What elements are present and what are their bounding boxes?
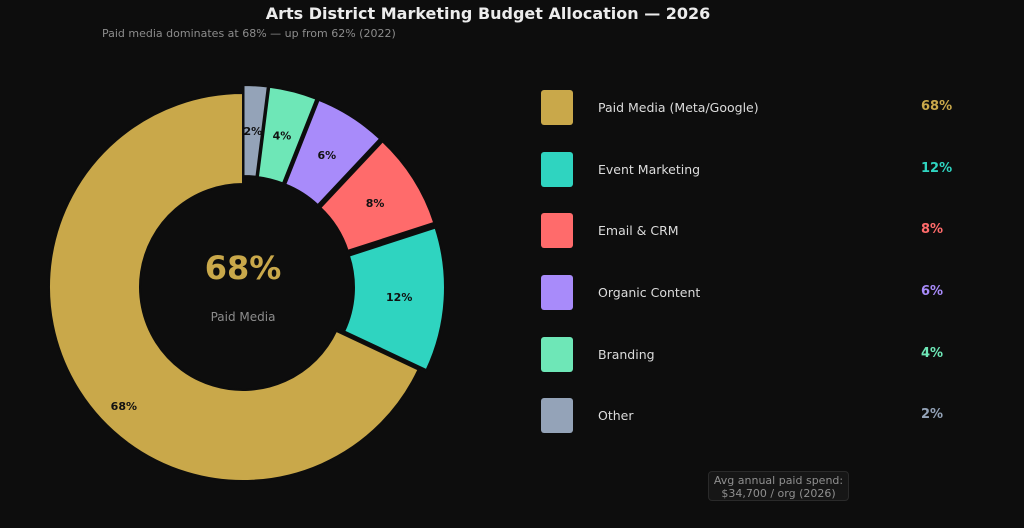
center-label: Paid Media	[211, 310, 276, 324]
legend-label: Event Marketing	[598, 162, 701, 177]
legend-item-event-marketing: Event Marketing 12%	[541, 151, 961, 189]
legend-label: Other	[598, 408, 634, 423]
donut-slice-event-marketing	[342, 226, 446, 372]
slice-label: 6%	[318, 149, 337, 162]
donut-slice-paid-media-meta-google	[48, 91, 420, 482]
chart-subtitle: Paid media dominates at 68% — up from 62…	[102, 27, 396, 40]
slice-label: 12%	[386, 291, 412, 304]
legend-item-other: Other 2%	[541, 397, 961, 435]
slice-label: 2%	[243, 125, 262, 138]
chart-title: Arts District Marketing Budget Allocatio…	[265, 4, 711, 23]
legend-percent: 6%	[921, 284, 944, 299]
legend-swatch	[541, 275, 573, 310]
legend-label: Organic Content	[598, 285, 701, 300]
slice-label: 4%	[273, 129, 292, 142]
annotation-line: $34,700 / org (2026)	[721, 487, 836, 500]
slice-label: 8%	[366, 197, 385, 210]
legend-label: Branding	[598, 347, 655, 362]
legend-percent: 4%	[921, 346, 944, 361]
legend-swatch	[541, 337, 573, 372]
annotation-line: Avg annual paid spend:	[713, 474, 844, 487]
donut-chart: 68% 12% 8% 6% 4% 2% 68% Paid Media	[48, 84, 446, 482]
legend-swatch	[541, 398, 573, 433]
slice-label: 68%	[111, 400, 137, 413]
donut-slice-other	[242, 84, 269, 178]
annotation-box: Avg annual paid spend: $34,700 / org (20…	[708, 471, 849, 501]
legend-percent: 8%	[921, 222, 944, 237]
legend-item-paid-media: Paid Media (Meta/Google) 68%	[541, 89, 961, 127]
donut-slice-branding	[256, 85, 318, 185]
legend-item-branding: Branding 4%	[541, 336, 961, 374]
legend-item-email-crm: Email & CRM 8%	[541, 212, 961, 250]
legend-label: Email & CRM	[598, 223, 679, 238]
legend-swatch	[541, 90, 573, 125]
donut-slice-email-crm	[318, 139, 436, 253]
donut-slice-organic-content	[283, 98, 382, 207]
legend-swatch	[541, 152, 573, 187]
legend-swatch	[541, 213, 573, 248]
center-value: 68%	[205, 249, 282, 287]
legend-percent: 12%	[921, 161, 953, 176]
legend-percent: 2%	[921, 407, 944, 422]
legend-percent: 68%	[921, 99, 953, 114]
legend-label: Paid Media (Meta/Google)	[598, 100, 759, 115]
legend-item-organic-content: Organic Content 6%	[541, 274, 961, 312]
